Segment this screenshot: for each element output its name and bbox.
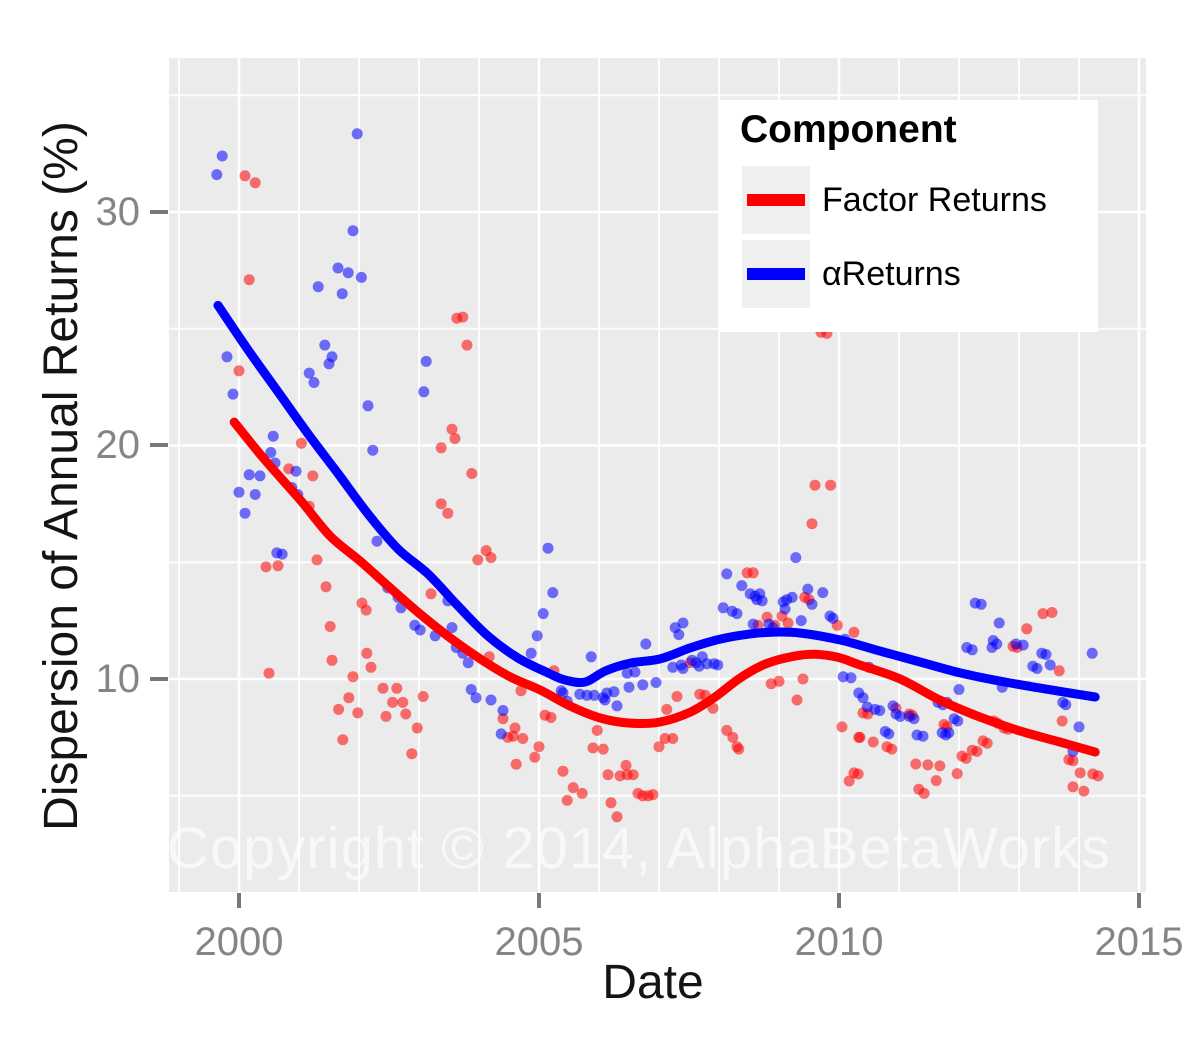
watermark-text: Copyright © 2014, AlphaBetaWorks	[169, 816, 1111, 881]
plot-area-svg: Copyright © 2014, AlphaBetaWorks	[167, 58, 1146, 892]
x-tick-mark	[837, 893, 841, 908]
legend-key-alpha-returns	[742, 240, 810, 308]
legend-title: Component	[740, 108, 957, 151]
legend: Component Factor Returns αReturns	[720, 100, 1098, 332]
y-tick-label: 10	[95, 657, 141, 701]
legend-label-factor-returns: Factor Returns	[822, 181, 1047, 219]
x-axis-title: Date	[602, 956, 704, 1009]
x-tick-label: 2005	[494, 920, 584, 964]
x-tick-mark	[237, 893, 241, 908]
y-tick-label: 20	[95, 423, 141, 467]
red-line-swatch-icon	[747, 194, 805, 206]
x-tick-label: 2010	[794, 920, 884, 964]
y-tick-mark	[150, 210, 168, 214]
points-factor-returns	[233, 170, 1104, 823]
y-tick-label: 30	[95, 190, 141, 234]
trend-line-alpha-returns	[213, 300, 1100, 702]
x-tick-mark	[537, 893, 541, 908]
legend-label-alpha-returns: αReturns	[822, 255, 961, 293]
x-tick-label: 2015	[1094, 920, 1184, 964]
x-tick-label: 2000	[194, 920, 284, 964]
trend-line-factor-returns	[229, 417, 1100, 757]
x-tick-mark	[1137, 893, 1141, 908]
y-axis-title: Dispersion of Annual Returns (%)	[35, 121, 88, 831]
y-tick-mark	[150, 677, 168, 681]
y-tick-mark	[150, 443, 168, 447]
legend-key-factor-returns	[742, 166, 810, 234]
blue-line-swatch-icon	[747, 268, 805, 280]
